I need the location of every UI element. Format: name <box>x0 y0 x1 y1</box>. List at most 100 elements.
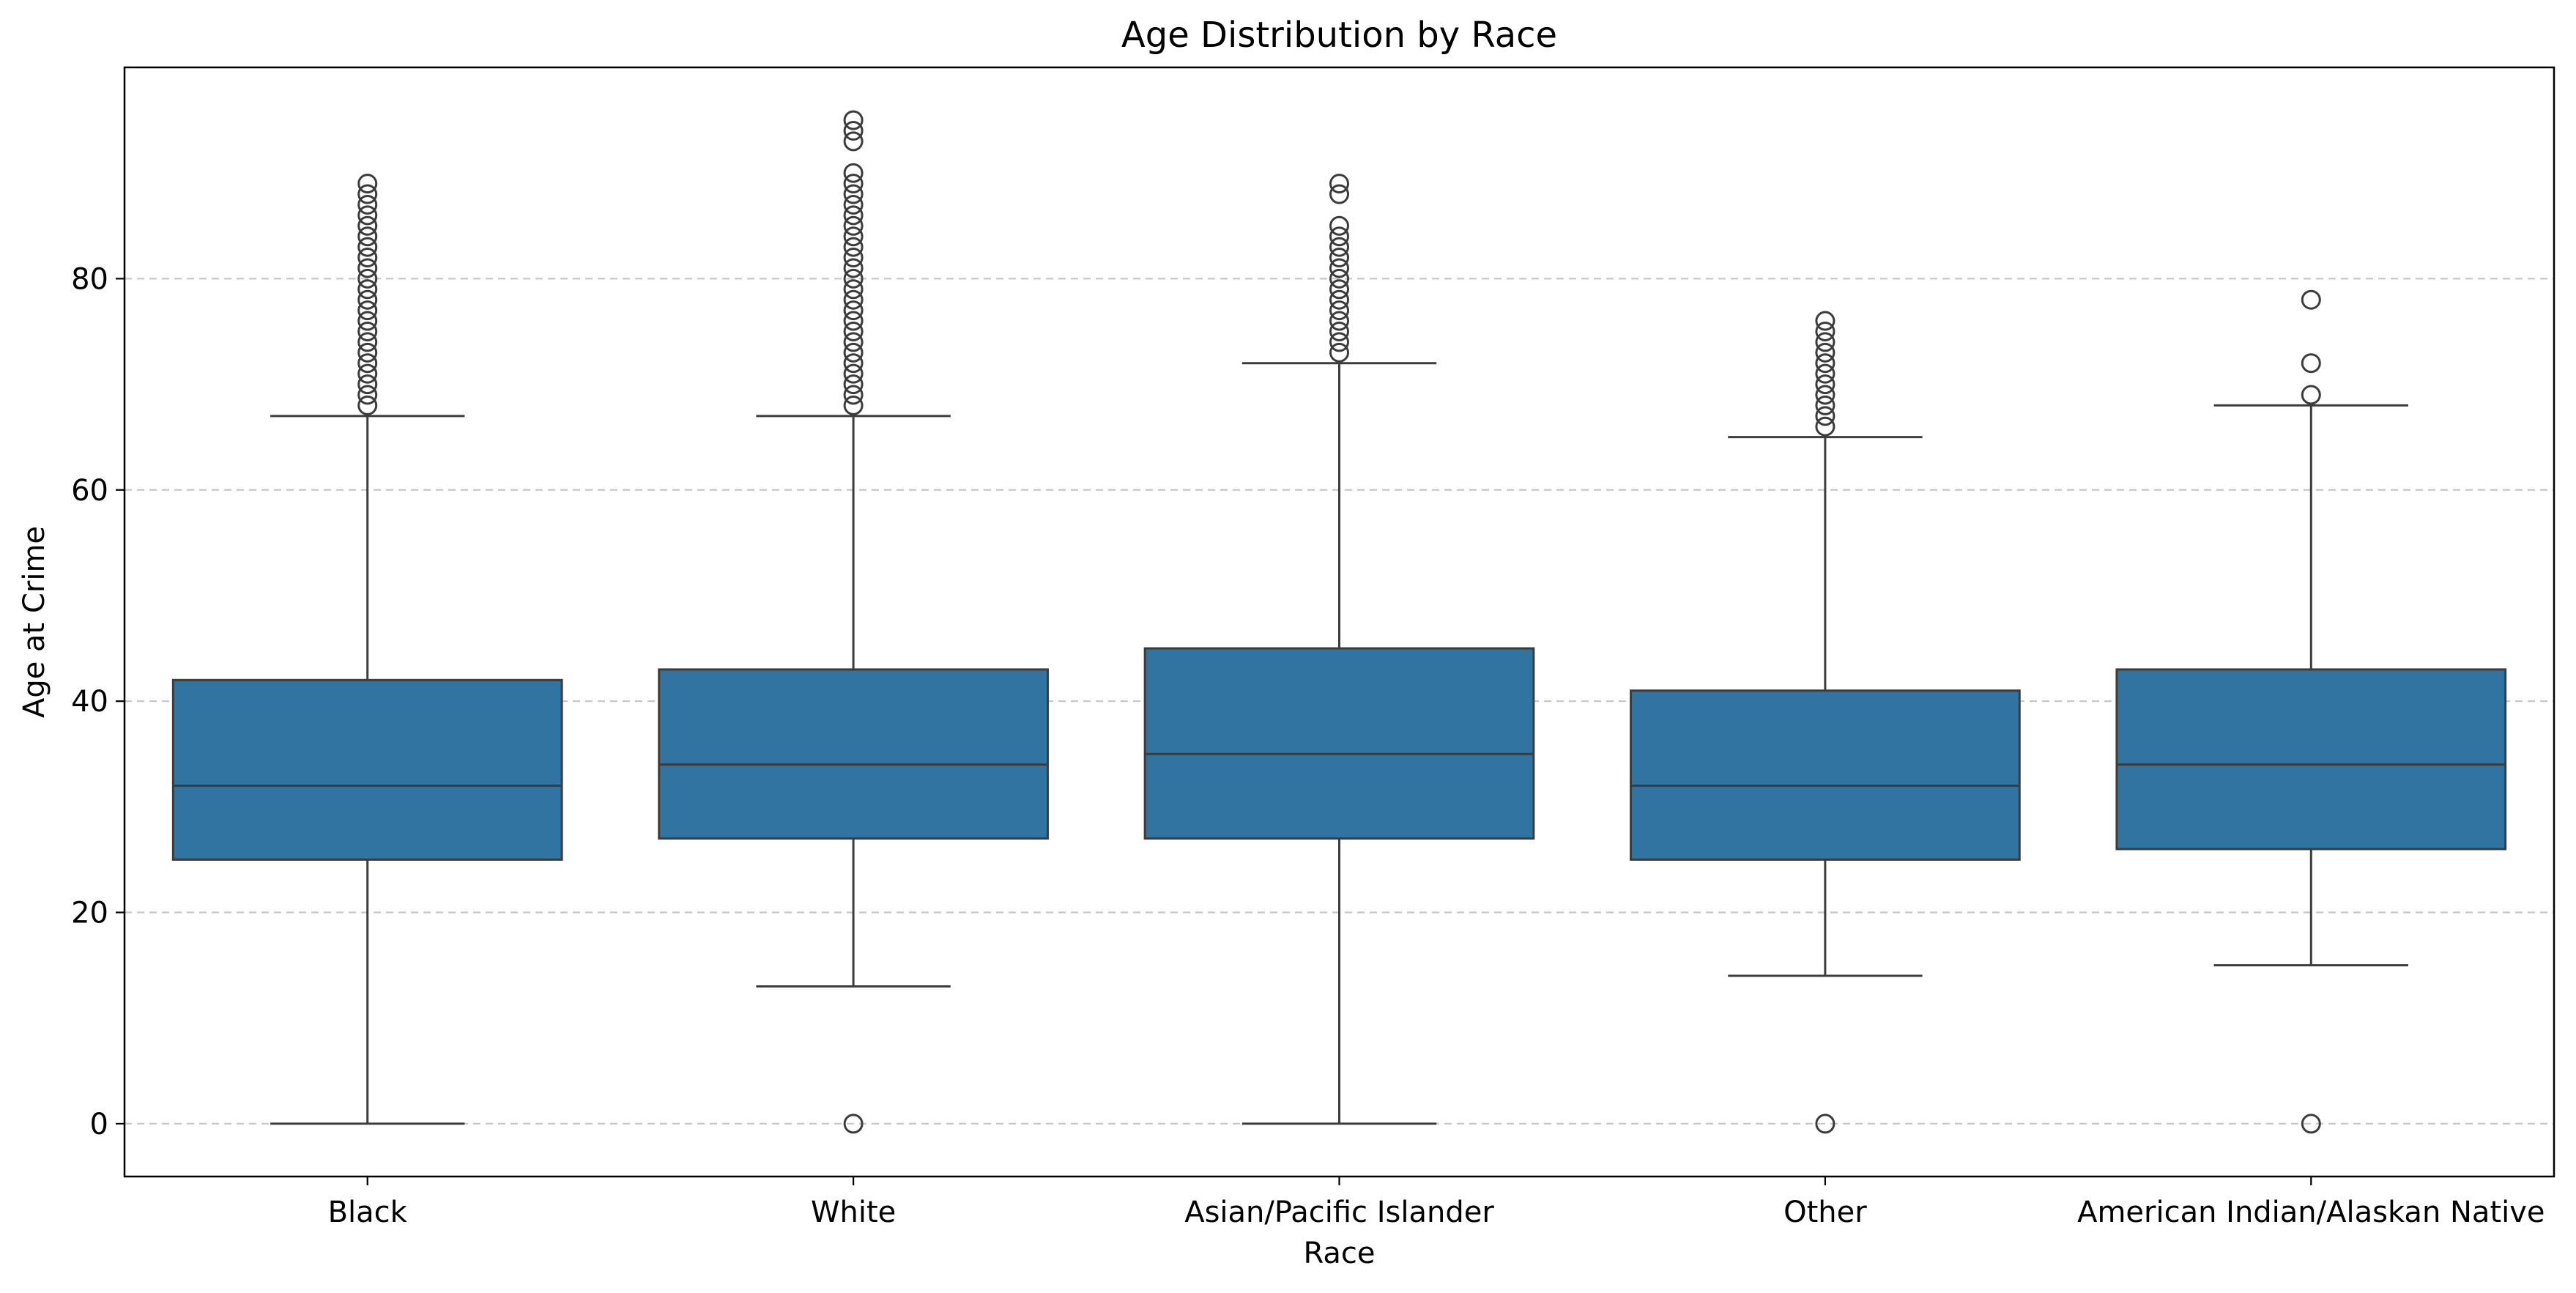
outlier-point <box>357 194 378 215</box>
outlier-point <box>843 110 864 130</box>
outlier-point <box>1815 353 1836 374</box>
y-axis-label: Age at Crime <box>18 526 51 718</box>
x-tick-label: Other <box>1783 1196 1867 1229</box>
outlier-point <box>1329 237 1349 257</box>
outlier-point <box>843 184 864 204</box>
outlier-point <box>1329 300 1349 321</box>
outlier-point <box>843 289 864 310</box>
y-tick-label: 40 <box>71 685 108 719</box>
outlier-point <box>843 205 864 226</box>
outlier-point <box>1815 332 1836 352</box>
iqr-box <box>1143 647 1535 840</box>
box-group <box>2115 289 2507 1134</box>
outlier-point <box>2301 353 2321 374</box>
outlier-point <box>1329 215 1349 236</box>
outlier-point <box>1815 1114 1836 1134</box>
outlier-point <box>357 205 378 226</box>
outlier-point <box>843 226 864 247</box>
outlier-point <box>1329 342 1349 363</box>
outlier-point <box>1329 184 1349 204</box>
outlier-point <box>1329 311 1349 331</box>
outlier-point <box>1329 279 1349 300</box>
iqr-box <box>171 678 563 861</box>
outlier-point <box>843 215 864 236</box>
x-tick-label: American Indian/Alaskan Native <box>2077 1196 2545 1229</box>
y-tick-label: 60 <box>71 474 108 508</box>
outlier-point <box>1815 374 1836 395</box>
outlier-point <box>357 395 378 415</box>
outlier-point <box>1815 385 1836 405</box>
outlier-point <box>1329 289 1349 310</box>
outlier-point <box>357 342 378 363</box>
outlier-point <box>843 163 864 183</box>
outlier-point <box>843 363 864 384</box>
outlier-point <box>1815 363 1836 384</box>
outlier-point <box>1329 268 1349 289</box>
x-tick-label: Asian/Pacific Islander <box>1184 1196 1494 1229</box>
outlier-point <box>1815 311 1836 331</box>
outlier-point <box>2301 289 2321 310</box>
iqr-box <box>2115 668 2507 851</box>
outlier-point <box>1329 226 1349 247</box>
outlier-point <box>1329 174 1349 194</box>
x-tick-label: White <box>811 1196 896 1229</box>
y-tick-label: 80 <box>71 262 108 296</box>
outlier-point <box>843 332 864 352</box>
outlier-point <box>1815 416 1836 437</box>
box-group <box>658 110 1049 1134</box>
outlier-point <box>843 1114 864 1134</box>
outlier-point <box>1329 248 1349 268</box>
outlier-point <box>1815 321 1836 341</box>
outlier-point <box>843 321 864 341</box>
outlier-point <box>357 300 378 321</box>
outlier-point <box>1329 332 1349 352</box>
outlier-point <box>357 268 378 289</box>
outlier-point <box>357 353 378 374</box>
box-layer <box>171 110 2507 1134</box>
outlier-point <box>843 300 864 321</box>
outlier-point <box>2301 1114 2321 1134</box>
outlier-point <box>843 342 864 363</box>
iqr-box <box>658 668 1049 840</box>
outlier-point <box>843 174 864 194</box>
outlier-point <box>843 194 864 215</box>
iqr-box <box>1630 689 2021 861</box>
outlier-point <box>843 311 864 331</box>
outlier-point <box>1815 342 1836 363</box>
box-group <box>1630 311 2021 1134</box>
outlier-point <box>843 395 864 415</box>
outlier-point <box>357 321 378 341</box>
tick-layer: 0 20 40 60 80 Black White Asian/Pacific Islande… <box>71 262 2545 1229</box>
outlier-point <box>357 311 378 331</box>
outlier-point <box>843 121 864 141</box>
y-tick-label: 0 <box>90 1108 108 1141</box>
outlier-point <box>357 184 378 204</box>
outlier-point <box>843 279 864 300</box>
outlier-point <box>357 289 378 310</box>
outlier-point <box>357 237 378 257</box>
outlier-point <box>357 174 378 194</box>
outlier-point <box>1329 321 1349 341</box>
outlier-point <box>2301 385 2321 405</box>
outlier-point <box>843 237 864 257</box>
outlier-point <box>843 385 864 405</box>
box-group <box>1143 174 1535 1125</box>
outlier-point <box>843 131 864 152</box>
outlier-point <box>1815 406 1836 426</box>
chart-title: Age Distribution by Race <box>1121 15 1557 56</box>
outlier-point <box>843 268 864 289</box>
outlier-point <box>357 279 378 300</box>
outlier-point <box>357 363 378 384</box>
y-tick-label: 20 <box>71 897 108 930</box>
outlier-point <box>843 374 864 395</box>
outlier-point <box>357 385 378 405</box>
outlier-point <box>843 248 864 268</box>
outlier-point <box>1329 258 1349 278</box>
outlier-point <box>1815 395 1836 415</box>
outlier-point <box>843 258 864 278</box>
box-group <box>171 174 563 1125</box>
outlier-point <box>357 215 378 236</box>
